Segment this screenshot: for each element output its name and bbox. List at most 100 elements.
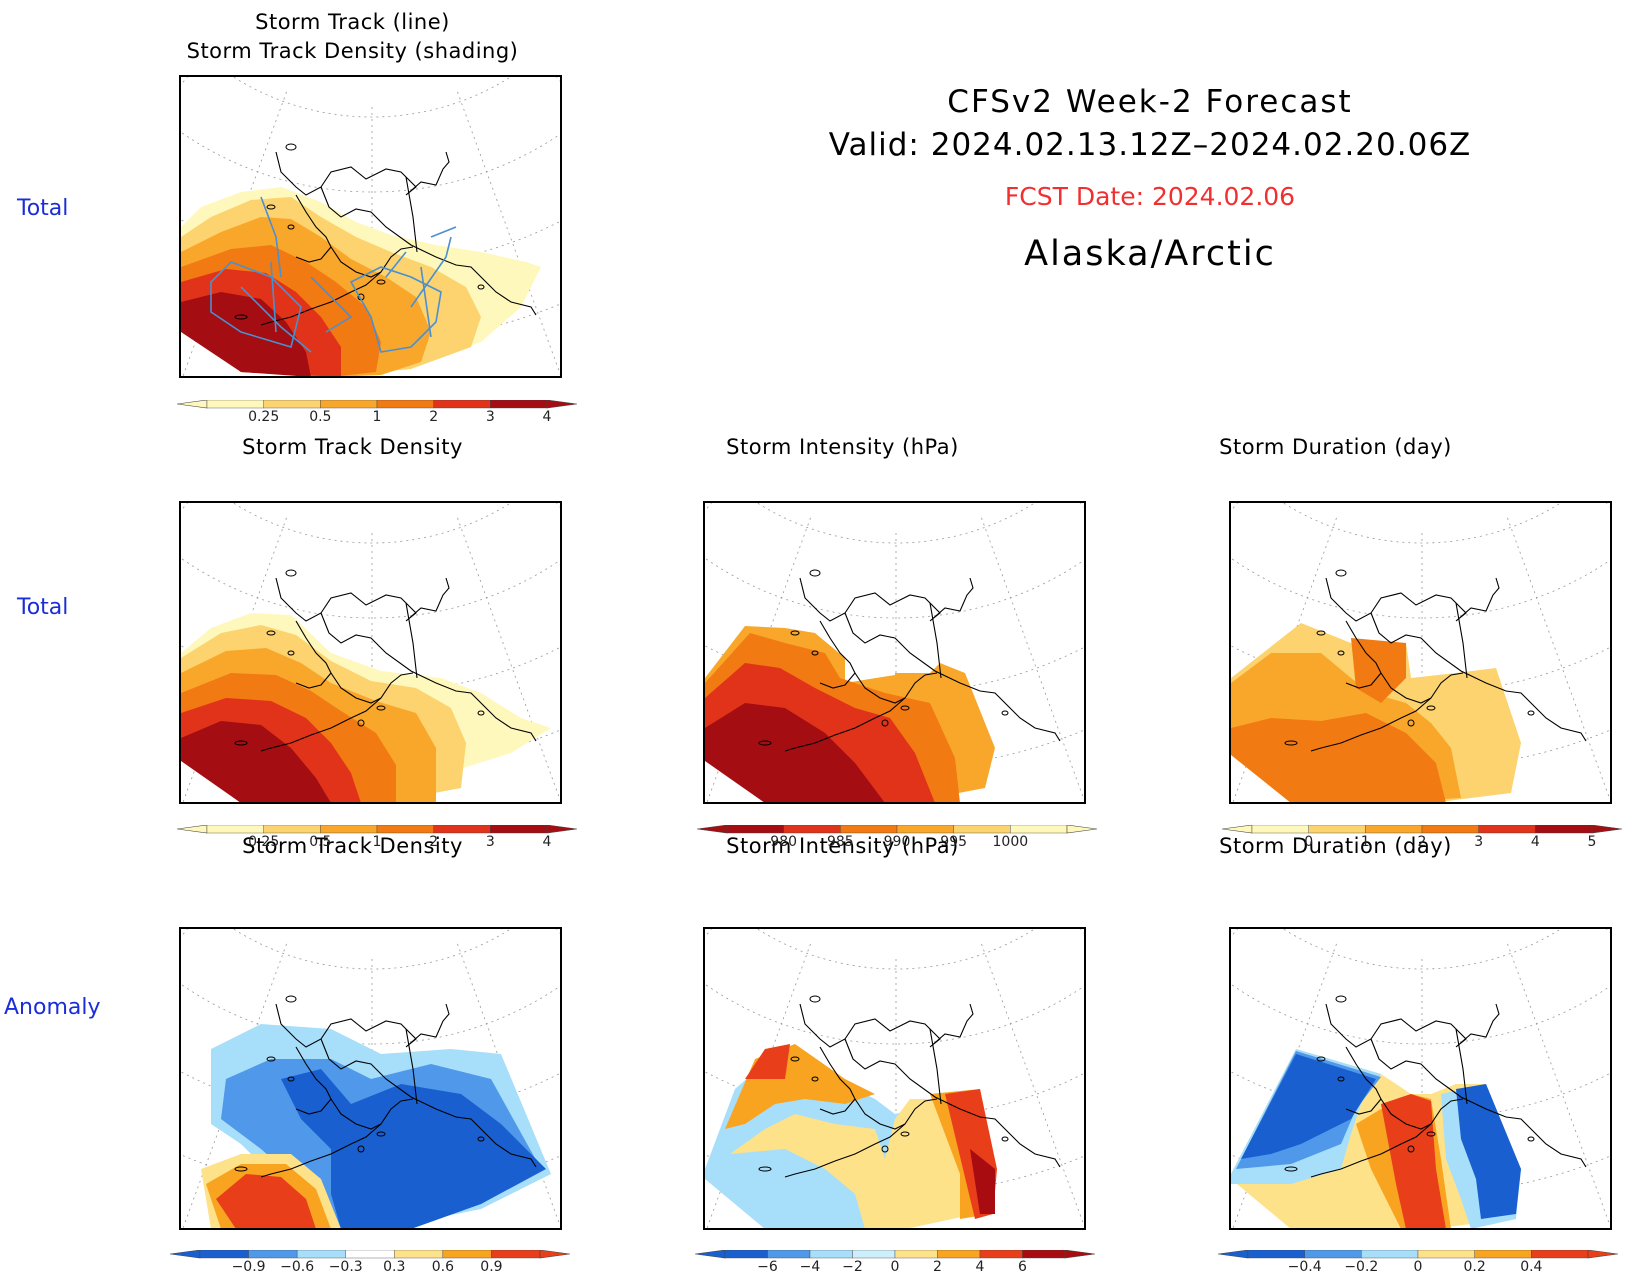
coastline [1370,1038,1587,1168]
island [1001,1136,1009,1142]
island [1426,705,1436,711]
coastline [854,1098,938,1130]
island [234,314,248,320]
coastline [1310,1123,1432,1178]
coastline [295,194,332,263]
colorbar-tick-label: 0.6 [431,1259,454,1275]
colorbar-tick-label: 0.4 [1520,1259,1543,1275]
island [376,705,386,711]
colorbar-duration-total: 0 1 2 3 4 5 [1222,825,1622,857]
colorbar-segment [320,825,378,834]
longitude-line [981,517,1084,801]
colorbar-intensity-total: 980 985 990 995 1000 [697,825,1097,857]
coastline [784,1123,906,1178]
longitude-line [457,517,560,801]
island [357,719,365,727]
colorbar-tick-label: −4 [799,1259,821,1275]
colorbar-tick-label: 3 [1474,834,1484,850]
map-duration-total [1229,501,1612,804]
colorbar-segment [376,400,434,409]
colorbar-tick-label: 4 [542,834,552,850]
longitude-line [457,91,560,375]
island [758,740,772,746]
island [266,204,276,210]
row-label-anomaly: Anomaly [4,995,101,1020]
panel-title-track-line: Storm Track (line) [255,10,450,34]
colorbar-tick-label: 4 [975,1259,985,1275]
colorbar-tick-label: 0.25 [248,834,280,850]
colorbar-tick-label: 980 [770,834,798,850]
colorbar-tick-label: 990 [883,834,911,850]
colorbar-segment [852,1250,896,1259]
map-intensity-anomaly [703,927,1086,1230]
colorbar-tick-label: 0.9 [480,1259,503,1275]
colorbar-tick-label: 0.25 [248,409,280,425]
colorbar-segment [490,400,548,409]
coastline [1310,697,1432,752]
colorbar-tick-label: −6 [757,1259,778,1275]
colorbar-tick-label: 2 [933,1259,942,1275]
colorbar-svg [697,825,1097,834]
island [1001,710,1009,716]
latitude-line [181,557,560,619]
island [376,1131,386,1137]
island [1337,650,1345,656]
coastline [784,697,906,752]
row-label-total-1: Total [17,196,69,221]
colorbar-segment [491,1250,541,1259]
coastline [275,577,450,622]
island [809,569,821,577]
longitude-line [1606,929,1610,934]
island [477,284,485,290]
map-intensity-total-svg [705,503,1084,802]
island [234,1166,248,1172]
colorbar-segment [953,825,1011,834]
colorbar-segment [1535,825,1593,834]
colorbar-segment [937,1250,981,1259]
longitude-line [556,77,560,82]
coastline [320,1038,537,1168]
island [1527,710,1535,716]
colorbar-density-anomaly: −0.9 −0.6 −0.3 0.3 0.6 0.9 [170,1250,570,1275]
colorbar-svg [1222,825,1622,834]
longitude-line [181,929,188,938]
colorbar-min-arrow [177,400,208,409]
colorbar-tick-label: 6 [1018,1259,1027,1275]
coastline [854,672,938,704]
colorbar-segment [263,825,321,834]
colorbar-tick-label: −0.2 [1344,1259,1379,1275]
colorbar-tick-label: −0.3 [328,1259,363,1275]
colorbar-tick-label: 2 [429,834,439,850]
latitude-line [181,983,560,1045]
island [1335,995,1347,1003]
colorbar-tick-label: 2 [1417,834,1427,850]
coastline [330,246,414,278]
coastline [405,176,418,253]
colorbar-segment [767,1250,811,1259]
colorbar-segment [979,1250,1023,1259]
colorbar-max-arrow [546,400,577,409]
island [266,630,276,636]
island [790,1056,800,1062]
colorbar-min-arrow [177,825,208,834]
island [357,1145,365,1153]
colorbar-tick-label: 3 [485,409,495,425]
island [1316,630,1326,636]
coastline [1455,1028,1468,1105]
colorbar-tick-label: 0 [1304,834,1314,850]
coastline [295,620,332,689]
island [1407,1145,1415,1153]
coastline [1380,1098,1464,1130]
map-intensity-anomaly-svg [705,929,1084,1228]
colorbar-min-arrow [170,1250,201,1259]
map-density-anomaly [179,927,562,1230]
colorbar-max-arrow [1066,825,1097,834]
island [1407,719,1415,727]
island [285,995,297,1003]
colorbar-min-arrow [697,825,728,834]
colorbar-tick-label: 4 [542,409,552,425]
valid-range: Valid: 2024.02.13.12Z–2024.02.20.06Z [828,127,1472,163]
colorbar-segment [1304,1250,1362,1259]
coastline [1455,602,1468,679]
island [287,224,295,230]
